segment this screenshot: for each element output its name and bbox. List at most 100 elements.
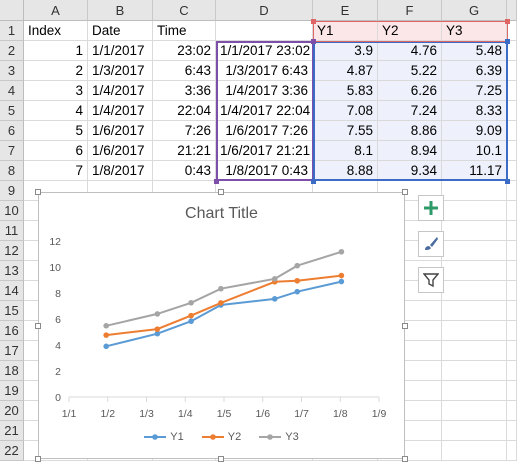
data-point-y1[interactable] — [103, 343, 109, 350]
cell-e6[interactable]: 7.55 — [313, 121, 378, 141]
cell-h6[interactable] — [507, 121, 517, 141]
data-point-y1[interactable] — [154, 330, 161, 337]
cell-g17[interactable] — [442, 341, 507, 361]
cell-g20[interactable] — [442, 401, 507, 421]
cell-d7[interactable]: 1/6/2017 21:21 — [216, 141, 313, 161]
cell-h21[interactable] — [507, 421, 517, 441]
data-point-y3[interactable] — [103, 322, 109, 329]
cell-c8[interactable]: 0:43 — [153, 161, 216, 181]
column-header-d[interactable]: D — [216, 0, 313, 21]
cell-e1[interactable]: Y1 — [313, 21, 378, 41]
cell-g9[interactable] — [442, 181, 507, 201]
column-header-b[interactable]: B — [88, 0, 153, 21]
selection-handle[interactable] — [505, 39, 510, 44]
cell-e8[interactable]: 8.88 — [313, 161, 378, 181]
chart-filters-button[interactable] — [418, 267, 444, 293]
cell-g2[interactable]: 5.48 — [442, 41, 507, 61]
row-header-10[interactable]: 10 — [0, 201, 24, 221]
legend-item-y2[interactable]: Y2 — [201, 431, 241, 443]
row-header-11[interactable]: 11 — [0, 221, 24, 241]
row-header-14[interactable]: 14 — [0, 281, 24, 301]
column-header-h-partial[interactable] — [507, 0, 517, 21]
row-header-2[interactable]: 2 — [0, 41, 24, 61]
chart-resize-handle[interactable] — [218, 456, 224, 462]
cell-e5[interactable]: 7.08 — [313, 101, 378, 121]
cell-c3[interactable]: 6:43 — [153, 61, 216, 81]
column-header-c[interactable]: C — [153, 0, 216, 21]
data-point-y3[interactable] — [294, 262, 301, 269]
data-point-y1[interactable] — [338, 278, 345, 285]
cell-g3[interactable]: 6.39 — [442, 61, 507, 81]
data-point-y2[interactable] — [218, 300, 224, 306]
data-point-y3[interactable] — [338, 248, 345, 255]
cell-b7[interactable]: 1/6/2017 — [88, 141, 153, 161]
cell-c1[interactable]: Time — [153, 21, 216, 41]
cell-b6[interactable]: 1/6/2017 — [88, 121, 153, 141]
cell-g14[interactable] — [442, 281, 507, 301]
cell-e3[interactable]: 4.87 — [313, 61, 378, 81]
cell-h22[interactable] — [507, 441, 517, 461]
cell-f20[interactable] — [378, 401, 442, 421]
column-header-a[interactable]: A — [24, 0, 88, 21]
data-point-y2[interactable] — [103, 332, 109, 338]
row-header-1[interactable]: 1 — [0, 21, 24, 41]
cell-a3[interactable]: 2 — [24, 61, 88, 81]
cell-h2[interactable] — [507, 41, 517, 61]
cell-c7[interactable]: 21:21 — [153, 141, 216, 161]
cell-h8[interactable] — [507, 161, 517, 181]
column-header-e[interactable]: E — [313, 0, 378, 21]
cell-h3[interactable] — [507, 61, 517, 81]
chart-resize-handle[interactable] — [402, 189, 408, 195]
cell-h11[interactable] — [507, 221, 517, 241]
cell-b5[interactable]: 1/4/2017 — [88, 101, 153, 121]
cell-g19[interactable] — [442, 381, 507, 401]
row-header-22[interactable]: 22 — [0, 441, 24, 461]
select-all-corner[interactable] — [0, 0, 24, 21]
row-header-17[interactable]: 17 — [0, 341, 24, 361]
cell-c6[interactable]: 7:26 — [153, 121, 216, 141]
data-point-y1[interactable] — [294, 288, 301, 295]
data-point-y2[interactable] — [154, 326, 161, 332]
row-header-9[interactable]: 9 — [0, 181, 24, 201]
cell-f8[interactable]: 9.34 — [378, 161, 442, 181]
cell-c2[interactable]: 23:02 — [153, 41, 216, 61]
cell-f16[interactable] — [378, 321, 442, 341]
selection-handle[interactable] — [505, 19, 510, 24]
row-header-3[interactable]: 3 — [0, 61, 24, 81]
chart-elements-button[interactable] — [418, 195, 444, 221]
data-point-y2[interactable] — [338, 272, 345, 279]
data-point-y2[interactable] — [294, 277, 301, 284]
data-point-y3[interactable] — [188, 299, 194, 306]
cell-a7[interactable]: 6 — [24, 141, 88, 161]
column-header-f[interactable]: F — [378, 0, 442, 21]
cell-g22[interactable] — [442, 441, 507, 461]
cell-a4[interactable]: 3 — [24, 81, 88, 101]
row-header-4[interactable]: 4 — [0, 81, 24, 101]
cell-a1[interactable]: Index — [24, 21, 88, 41]
cell-f7[interactable]: 8.94 — [378, 141, 442, 161]
cell-d3[interactable]: 1/3/2017 6:43 — [216, 61, 313, 81]
cell-h15[interactable] — [507, 301, 517, 321]
cell-a2[interactable]: 1 — [24, 41, 88, 61]
selection-handle[interactable] — [214, 179, 219, 184]
chart-title[interactable]: Chart Title — [185, 205, 258, 222]
cell-h16[interactable] — [507, 321, 517, 341]
legend-item-y3[interactable]: Y3 — [259, 431, 299, 443]
chart-resize-handle[interactable] — [35, 456, 41, 462]
cell-g18[interactable] — [442, 361, 507, 381]
cell-f19[interactable] — [378, 381, 442, 401]
series-line-y1[interactable] — [105, 280, 342, 348]
cell-d4[interactable]: 1/4/2017 3:36 — [216, 81, 313, 101]
cell-h1[interactable] — [507, 21, 517, 41]
row-header-7[interactable]: 7 — [0, 141, 24, 161]
cell-g8[interactable]: 11.17 — [442, 161, 507, 181]
cell-h17[interactable] — [507, 341, 517, 361]
chart-resize-handle[interactable] — [402, 323, 408, 329]
chart-legend[interactable]: Y1 Y2 Y3 — [39, 431, 404, 443]
cell-f22[interactable] — [378, 441, 442, 461]
cell-h12[interactable] — [507, 241, 517, 261]
cell-f3[interactable]: 5.22 — [378, 61, 442, 81]
cell-b1[interactable]: Date — [88, 21, 153, 41]
cell-g4[interactable]: 7.25 — [442, 81, 507, 101]
row-header-16[interactable]: 16 — [0, 321, 24, 341]
